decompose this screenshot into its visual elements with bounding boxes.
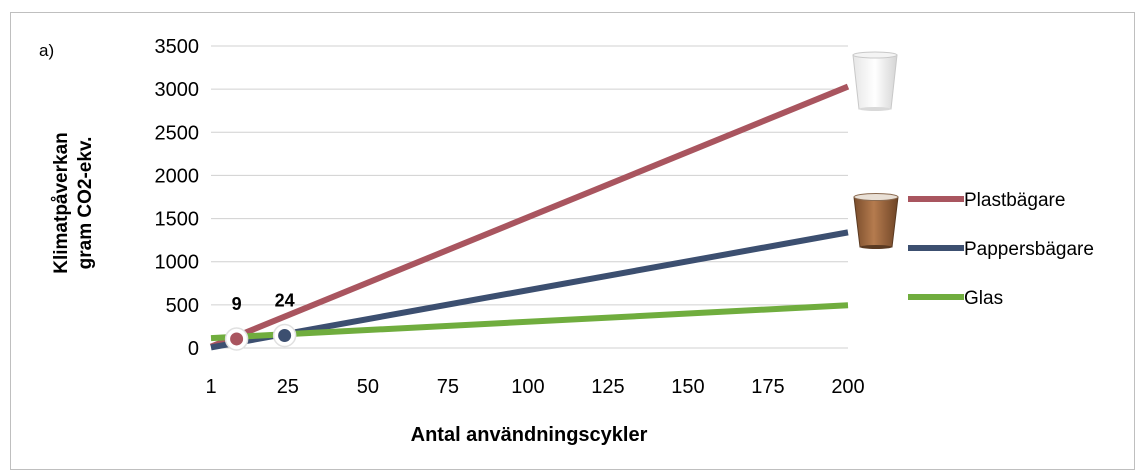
panel-label: a) [39,41,54,60]
y-tick-label: 3500 [155,36,200,58]
x-tick-label: 100 [511,376,544,398]
series-line [209,83,850,350]
data-label: 24 [275,290,295,310]
y-tick-label: 3000 [155,79,200,101]
y-axis-label-line2: gram CO2-ekv. [75,137,96,270]
y-tick-label: 0 [188,338,199,360]
y-tick-label: 2500 [155,122,200,144]
y-tick-label: 2000 [155,165,200,187]
x-tick-label: 50 [357,376,379,398]
y-tick-label: 500 [166,295,199,317]
plastic-cup-icon [852,51,898,111]
chart-frame: a) 0 500 1000 1500 2000 2500 3000 3500 1 25 50 75 1… [10,12,1135,470]
x-tick-label: 150 [671,376,704,398]
x-tick-label: 125 [591,376,624,398]
marker-point [278,328,292,342]
x-tick-label: 75 [437,376,459,398]
legend-label: Glas [964,288,1003,309]
legend-label: Pappersbägare [964,239,1094,260]
x-tick-label: 25 [277,376,299,398]
x-tick-label: 1 [205,376,216,398]
data-label: 9 [232,294,242,314]
paper-cup-icon [853,193,899,249]
x-tick-label: 200 [831,376,864,398]
x-tick-label: 175 [751,376,784,398]
y-axis-label-line1: Klimatpåverkan [51,132,72,274]
legend-label: Plastbägare [964,190,1065,211]
y-tick-label: 1500 [155,209,200,231]
chart-legend: Plastbägare Pappersbägare Glas [908,190,1094,309]
series-line [210,229,849,351]
series-line [210,302,849,342]
y-tick-label: 1000 [155,252,200,274]
x-axis-label: Antal användningscykler [411,424,648,446]
marker-point [230,332,244,346]
